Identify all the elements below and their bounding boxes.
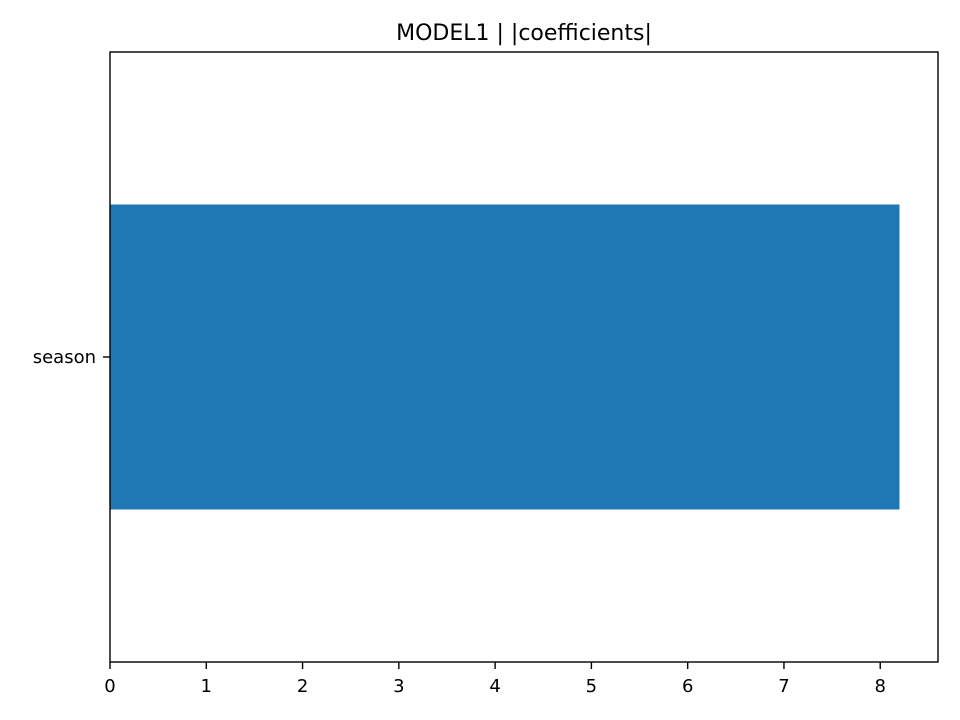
x-tick-label: 5: [586, 676, 597, 697]
x-tick-label: 7: [778, 676, 789, 697]
x-axis: 0 1 2 3 4 5 6 7 8: [104, 662, 886, 697]
x-tick-label: 4: [489, 676, 500, 697]
plot-frame: [109, 51, 939, 663]
x-tick-label: 6: [682, 676, 693, 697]
x-tick-label: 2: [297, 676, 308, 697]
x-tick-label: 1: [201, 676, 212, 697]
chart-title: MODEL1 | |coefficients|: [396, 21, 652, 46]
bars-group: [110, 204, 900, 510]
x-tick-label: 8: [875, 676, 886, 697]
x-tick-label: 3: [393, 676, 404, 697]
y-axis: season: [33, 347, 110, 368]
bar-season: [110, 204, 900, 510]
x-tick-label: 0: [104, 676, 115, 697]
y-tick-label: season: [33, 347, 96, 368]
